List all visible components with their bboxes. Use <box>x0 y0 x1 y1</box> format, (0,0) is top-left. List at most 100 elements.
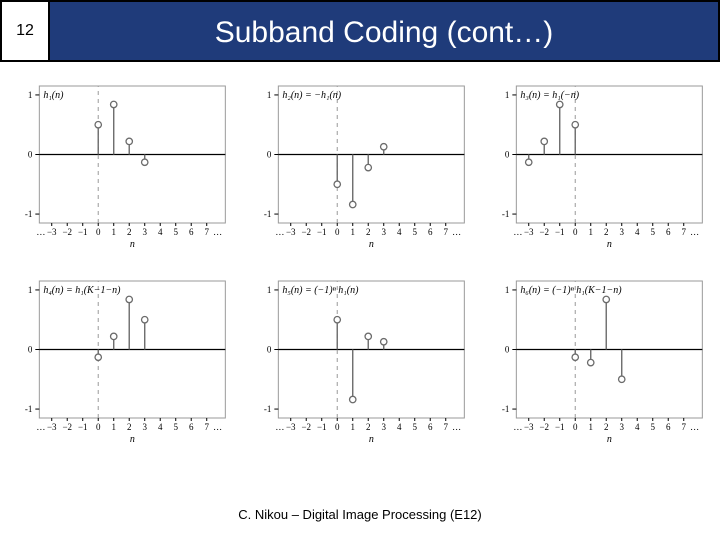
svg-text:…: … <box>690 227 699 237</box>
svg-text:h₆(n) = (−1)ⁿ h₁(K−1−n): h₆(n) = (−1)ⁿ h₁(K−1−n) <box>521 285 623 296</box>
svg-text:3: 3 <box>142 227 147 237</box>
svg-text:-1: -1 <box>263 404 271 414</box>
svg-text:−1: −1 <box>78 227 88 237</box>
svg-text:1: 1 <box>111 422 116 432</box>
plot-grid: -101…−3−2−101234567…nh₁(n) -101…−3−2−101… <box>10 78 710 448</box>
svg-text:0: 0 <box>505 150 510 160</box>
svg-text:…: … <box>514 227 523 237</box>
svg-text:…: … <box>514 422 523 432</box>
svg-text:6: 6 <box>189 422 194 432</box>
svg-text:7: 7 <box>204 227 209 237</box>
svg-text:−1: −1 <box>555 227 565 237</box>
svg-text:−2: −2 <box>301 227 311 237</box>
svg-text:…: … <box>213 227 222 237</box>
svg-text:1: 1 <box>350 227 355 237</box>
svg-text:−1: −1 <box>317 227 327 237</box>
svg-text:0: 0 <box>266 150 271 160</box>
svg-text:5: 5 <box>412 422 417 432</box>
svg-text:4: 4 <box>635 422 640 432</box>
svg-text:-1: -1 <box>25 209 33 219</box>
svg-text:0: 0 <box>335 422 340 432</box>
svg-text:−3: −3 <box>47 422 57 432</box>
svg-text:−3: −3 <box>47 227 57 237</box>
svg-text:0: 0 <box>335 227 340 237</box>
svg-text:6: 6 <box>428 422 433 432</box>
svg-text:4: 4 <box>397 227 402 237</box>
svg-text:1: 1 <box>111 227 116 237</box>
svg-text:−2: −2 <box>62 422 72 432</box>
svg-text:−2: −2 <box>540 422 550 432</box>
svg-text:0: 0 <box>505 345 510 355</box>
svg-text:−1: −1 <box>555 422 565 432</box>
svg-text:-1: -1 <box>502 404 510 414</box>
svg-text:2: 2 <box>366 227 371 237</box>
svg-text:1: 1 <box>28 285 33 295</box>
svg-text:1: 1 <box>589 227 594 237</box>
svg-text:n: n <box>607 434 612 445</box>
svg-text:0: 0 <box>28 345 33 355</box>
svg-text:…: … <box>275 227 284 237</box>
svg-text:h₃(n) = h₁(−n): h₃(n) = h₁(−n) <box>521 90 580 101</box>
svg-text:0: 0 <box>96 227 101 237</box>
svg-text:2: 2 <box>366 422 371 432</box>
svg-text:0: 0 <box>266 345 271 355</box>
svg-text:−3: −3 <box>286 422 296 432</box>
svg-text:1: 1 <box>350 422 355 432</box>
svg-text:5: 5 <box>173 227 178 237</box>
svg-text:5: 5 <box>651 227 656 237</box>
svg-text:7: 7 <box>443 422 448 432</box>
svg-text:2: 2 <box>604 227 609 237</box>
svg-text:-1: -1 <box>263 209 271 219</box>
svg-text:h₂(n) = −h₁(n): h₂(n) = −h₁(n) <box>282 90 341 101</box>
slide-title: Subband Coding (cont…) <box>50 0 720 62</box>
stem-plot-h6: -101…−3−2−101234567…nh₆(n) = (−1)ⁿ h₁(K−… <box>487 273 710 448</box>
svg-text:n: n <box>607 239 612 250</box>
svg-text:0: 0 <box>96 422 101 432</box>
slide-footer: C. Nikou – Digital Image Processing (E12… <box>0 507 720 522</box>
svg-text:…: … <box>213 422 222 432</box>
svg-text:1: 1 <box>28 90 33 100</box>
svg-text:7: 7 <box>682 227 687 237</box>
svg-text:-1: -1 <box>25 404 33 414</box>
svg-text:…: … <box>690 422 699 432</box>
svg-text:−2: −2 <box>62 227 72 237</box>
svg-text:n: n <box>368 239 373 250</box>
stem-plot-h1: -101…−3−2−101234567…nh₁(n) <box>10 78 233 253</box>
svg-text:…: … <box>36 227 45 237</box>
svg-text:5: 5 <box>651 422 656 432</box>
svg-text:−3: −3 <box>524 227 534 237</box>
svg-text:−3: −3 <box>524 422 534 432</box>
svg-text:7: 7 <box>204 422 209 432</box>
svg-text:0: 0 <box>28 150 33 160</box>
svg-text:1: 1 <box>589 422 594 432</box>
svg-text:3: 3 <box>620 227 625 237</box>
svg-text:-1: -1 <box>502 209 510 219</box>
stem-plot-h2: -101…−3−2−101234567…nh₂(n) = −h₁(n) <box>249 78 472 253</box>
svg-text:3: 3 <box>620 422 625 432</box>
svg-text:−3: −3 <box>286 227 296 237</box>
page-number: 12 <box>0 0 50 62</box>
svg-text:1: 1 <box>505 90 510 100</box>
svg-text:7: 7 <box>682 422 687 432</box>
svg-text:2: 2 <box>127 422 131 432</box>
svg-text:6: 6 <box>666 227 671 237</box>
svg-text:4: 4 <box>635 227 640 237</box>
svg-text:1: 1 <box>266 285 271 295</box>
svg-text:−1: −1 <box>78 422 88 432</box>
svg-text:h₁(n): h₁(n) <box>43 90 64 101</box>
svg-text:−1: −1 <box>317 422 327 432</box>
svg-text:…: … <box>452 227 461 237</box>
svg-text:3: 3 <box>381 227 386 237</box>
svg-text:7: 7 <box>443 227 448 237</box>
svg-text:6: 6 <box>189 227 194 237</box>
stem-plot-h4: -101…−3−2−101234567…nh₄(n) = h₁(K−1−n) <box>10 273 233 448</box>
svg-text:3: 3 <box>142 422 147 432</box>
svg-text:1: 1 <box>505 285 510 295</box>
svg-text:4: 4 <box>158 422 163 432</box>
svg-text:6: 6 <box>428 227 433 237</box>
stem-plot-h5: -101…−3−2−101234567…nh₅(n) = (−1)ⁿ h₁(n) <box>249 273 472 448</box>
svg-text:6: 6 <box>666 422 671 432</box>
svg-text:4: 4 <box>158 227 163 237</box>
svg-text:n: n <box>130 239 135 250</box>
svg-text:5: 5 <box>412 227 417 237</box>
